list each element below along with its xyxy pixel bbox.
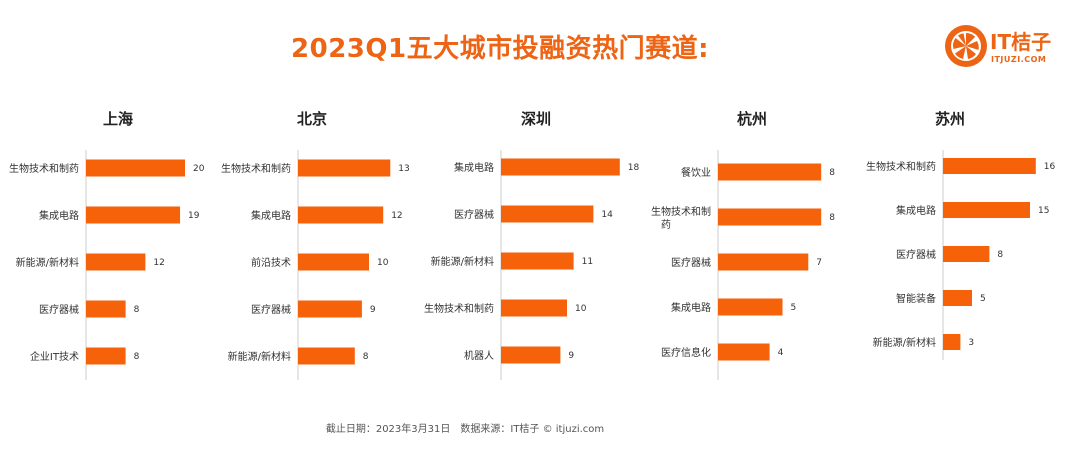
- logo-text: IT桔子: [990, 30, 1052, 54]
- value-label: 3: [968, 338, 974, 348]
- bar: [298, 347, 355, 365]
- value-label: 10: [377, 258, 389, 268]
- bar: [298, 300, 362, 318]
- value-label: 5: [980, 294, 986, 304]
- value-label: 20: [193, 164, 205, 174]
- value-label: 8: [363, 352, 369, 362]
- category-label: 机器人: [464, 349, 494, 362]
- bar: [501, 346, 561, 364]
- category-label: 集成电路: [251, 209, 291, 222]
- chart-title: 苏州: [935, 110, 965, 128]
- logo: IT桔子 ITJUZI.COM: [944, 24, 1074, 70]
- bar: [943, 334, 961, 350]
- category-label: 生物技术和制药: [424, 302, 494, 315]
- page-title: 2023Q1五大城市投融资热门赛道:: [291, 34, 709, 64]
- chart-title: 上海: [103, 110, 133, 128]
- bar: [86, 159, 185, 177]
- bar: [718, 253, 809, 271]
- bar: [943, 158, 1036, 174]
- category-label: 医疗信息化: [661, 346, 711, 359]
- category-label: 新能源/新材料: [431, 255, 494, 268]
- category-label: 集成电路: [454, 161, 494, 174]
- value-label: 18: [628, 163, 640, 173]
- value-label: 5: [791, 303, 797, 313]
- bar: [718, 208, 822, 226]
- bar: [943, 290, 972, 306]
- chart-title: 杭州: [737, 110, 767, 128]
- category-label: 生物技术和制药: [9, 162, 79, 175]
- category-label: 餐饮业: [681, 166, 711, 179]
- value-label: 8: [134, 305, 140, 315]
- value-label: 8: [829, 213, 835, 223]
- value-label: 19: [188, 211, 200, 221]
- bar: [718, 298, 783, 316]
- bar: [718, 163, 822, 181]
- footer-source: 截止日期：2023年3月31日 数据来源：IT桔子 © itjuzi.com: [325, 424, 605, 435]
- category-label: 医疗器械: [39, 303, 79, 316]
- bar: [298, 159, 391, 177]
- category-label: 集成电路: [39, 209, 79, 222]
- value-label: 11: [582, 257, 593, 267]
- category-label: 生物技术和制药: [651, 205, 711, 231]
- orange-logo-icon: [945, 25, 987, 67]
- category-label: 新能源/新材料: [228, 350, 291, 363]
- category-label: 集成电路: [896, 204, 936, 217]
- category-label: 前沿技术: [251, 256, 291, 269]
- value-label: 8: [829, 168, 835, 178]
- bar: [86, 206, 181, 224]
- value-label: 16: [1044, 162, 1056, 172]
- category-label: 智能装备: [896, 292, 936, 305]
- value-label: 12: [391, 211, 402, 221]
- value-label: 9: [568, 351, 574, 361]
- logo-url: ITJUZI.COM: [991, 55, 1047, 64]
- value-label: 4: [778, 348, 784, 358]
- bar: [943, 246, 990, 262]
- category-label: 医疗器械: [454, 208, 494, 221]
- value-label: 7: [816, 258, 822, 268]
- category-label: 新能源/新材料: [873, 336, 936, 349]
- bar: [86, 300, 126, 318]
- category-label: 医疗器械: [671, 256, 711, 269]
- category-label: 集成电路: [671, 301, 711, 314]
- category-label: 企业IT技术: [30, 350, 79, 363]
- bar: [501, 299, 567, 317]
- value-label: 15: [1038, 206, 1049, 216]
- chart-title: 北京: [297, 110, 327, 128]
- category-label: 新能源/新材料: [16, 256, 79, 269]
- value-label: 8: [997, 250, 1003, 260]
- value-label: 8: [134, 352, 140, 362]
- category-label: 生物技术和制药: [866, 160, 936, 173]
- value-label: 12: [153, 258, 164, 268]
- bar: [718, 343, 770, 361]
- value-label: 13: [398, 164, 409, 174]
- bar: [298, 253, 369, 271]
- bar: [86, 347, 126, 365]
- category-label: 医疗器械: [896, 248, 936, 261]
- bar: [298, 206, 384, 224]
- bar: [86, 253, 146, 271]
- bar: [501, 205, 594, 223]
- category-label: 医疗器械: [251, 303, 291, 316]
- value-label: 14: [601, 210, 613, 220]
- category-label: 生物技术和制药: [221, 162, 291, 175]
- chart-title: 深圳: [521, 110, 551, 128]
- value-label: 9: [370, 305, 376, 315]
- value-label: 10: [575, 304, 587, 314]
- bar: [501, 252, 574, 270]
- bar: [943, 202, 1030, 218]
- bar: [501, 158, 620, 176]
